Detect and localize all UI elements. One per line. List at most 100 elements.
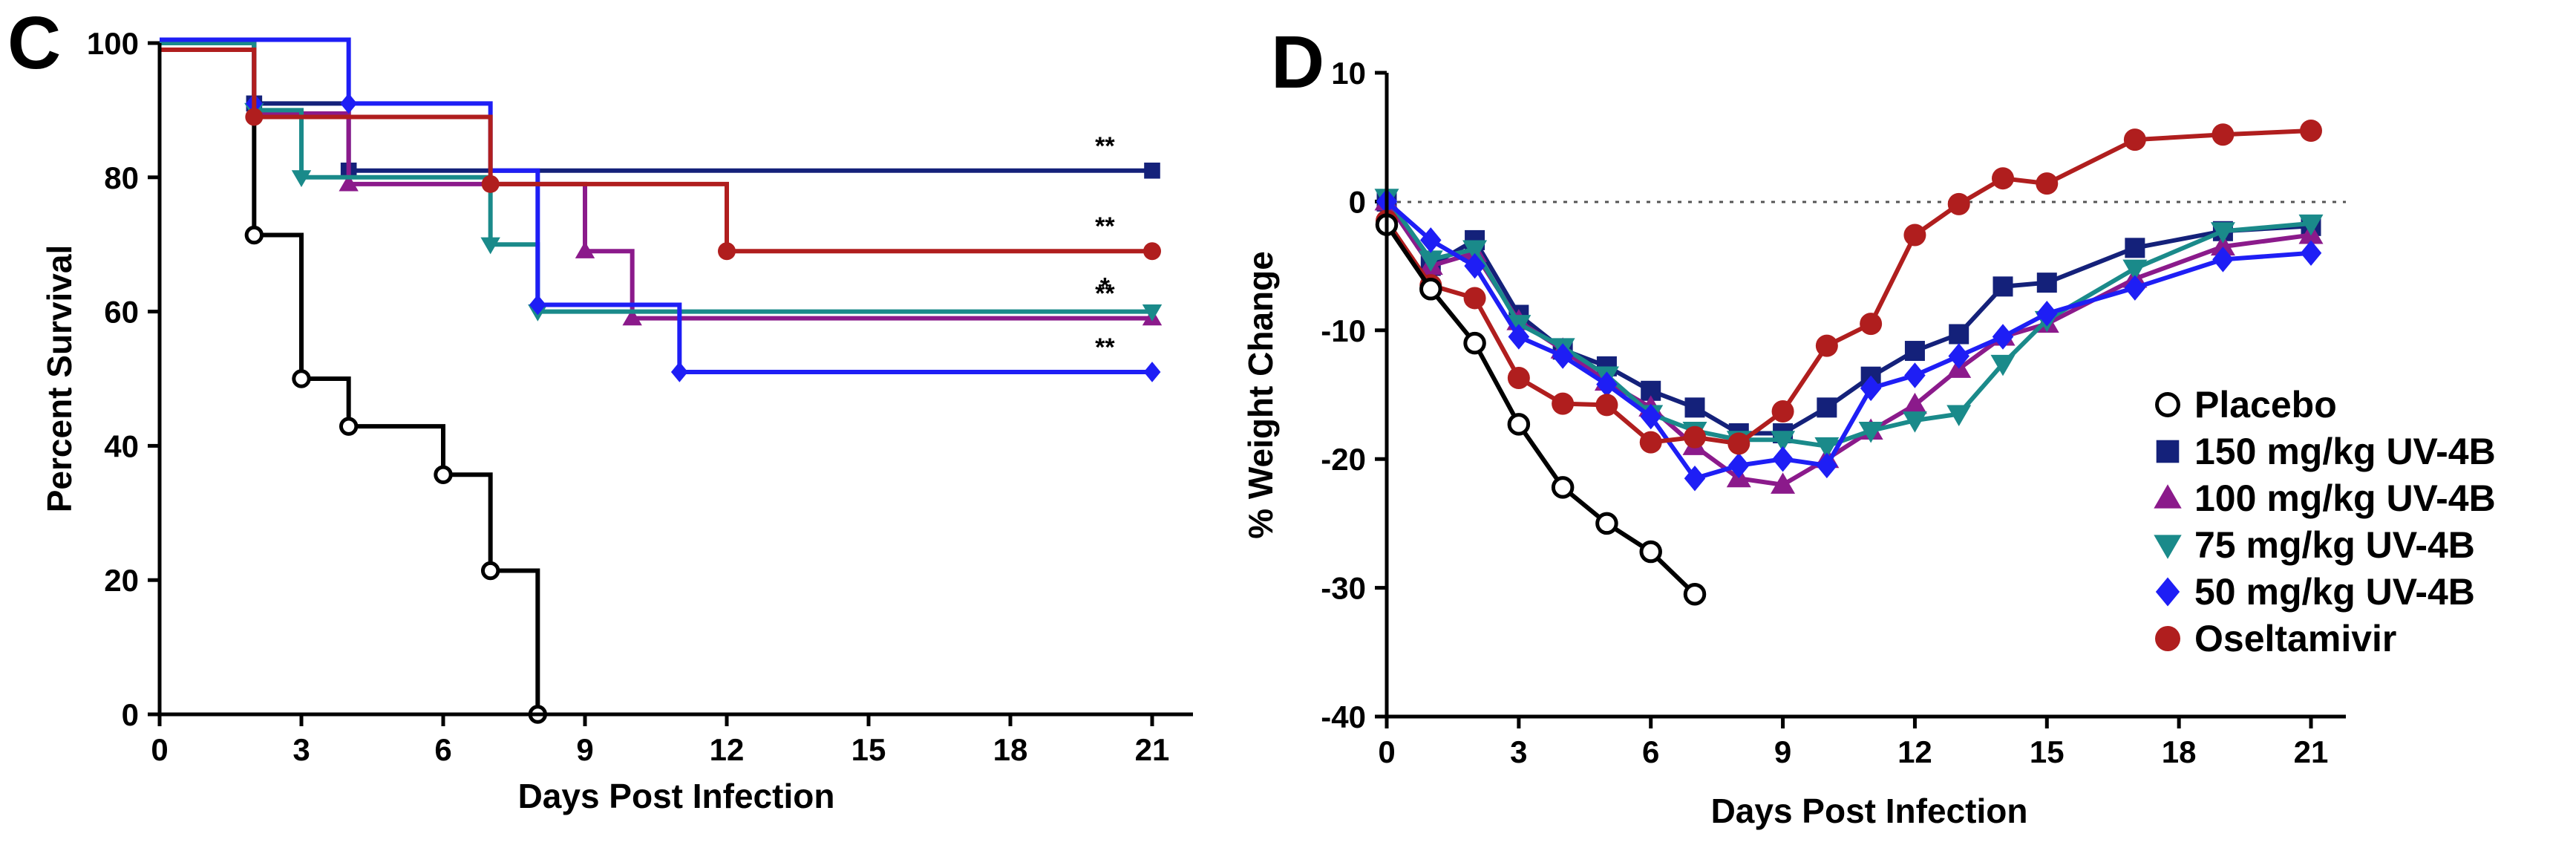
weight-point — [1595, 512, 1618, 535]
legend-label: Oseltamivir — [2194, 618, 2396, 659]
survival-x-tick-label: 0 — [151, 732, 168, 767]
panel-label-d: D — [1271, 21, 1324, 104]
survival-point — [670, 362, 688, 382]
weight-point — [2298, 214, 2324, 236]
survival-point — [292, 369, 311, 388]
survival-x-tick-label: 9 — [576, 732, 593, 767]
survival-point — [291, 170, 312, 187]
weight-point — [1772, 446, 1794, 472]
legend-label: 100 mg/kg UV-4B — [2194, 477, 2496, 519]
weight-point — [1552, 392, 1575, 415]
weight-point — [1904, 362, 1926, 388]
survival-point — [575, 241, 595, 258]
legend-item-100-mg-kg-uv-4b: 100 mg/kg UV-4B — [2154, 477, 2496, 519]
survival-y-tick-label: 40 — [104, 428, 139, 463]
legend-marker — [2155, 577, 2180, 607]
legend-item-placebo: Placebo — [2155, 384, 2337, 425]
survival-point — [1143, 362, 1161, 382]
significance-mark: ** — [1095, 132, 1115, 160]
weight-point — [1860, 375, 1882, 402]
weight-point — [2300, 240, 2322, 267]
survival-point — [245, 108, 264, 126]
survival-y-tick-label: 0 — [122, 697, 139, 732]
weight-point — [2210, 234, 2235, 256]
weight-point — [1507, 413, 1531, 436]
legend-marker — [2155, 392, 2180, 417]
weight-x-tick-label: 6 — [1642, 734, 1659, 769]
weight-point — [1683, 583, 1707, 606]
weight-point — [1728, 452, 1750, 479]
weight-y-tick-label: -30 — [1321, 571, 1366, 606]
weight-chart: D 0 3 6 9 12 15 18 21 -40 -30 -20 -10 0 10 Days Post … — [1241, 21, 2496, 830]
weight-x-tick-label: 18 — [2162, 734, 2197, 769]
weight-point — [2036, 301, 2058, 327]
weight-point — [1595, 394, 1618, 417]
weight-point — [2036, 172, 2059, 195]
weight-point — [1904, 341, 1925, 362]
legend-marker — [2155, 626, 2180, 651]
weight-point — [1771, 472, 1796, 494]
weight-point — [1948, 343, 1969, 369]
legend-marker — [2156, 440, 2180, 463]
legend-label: Placebo — [2194, 384, 2337, 425]
weight-point — [1462, 240, 1488, 262]
weight-y-tick-label: 0 — [1349, 184, 1366, 219]
survival-line — [160, 41, 1152, 321]
legend-item-150-mg-kg-uv-4b: 150 mg/kg UV-4B — [2156, 431, 2496, 472]
significance-mark: * — [1100, 273, 1111, 301]
weight-y-tick-label: -40 — [1321, 699, 1366, 734]
weight-point — [2036, 273, 2057, 293]
weight-point — [1508, 324, 1530, 350]
weight-point — [1903, 224, 1926, 247]
significance-mark: ** — [1095, 212, 1115, 241]
weight-point — [1817, 397, 1837, 418]
legend-label: 150 mg/kg UV-4B — [2194, 431, 2496, 472]
survival-series-oseltamivir: ** — [160, 48, 1161, 261]
survival-series: ********* — [160, 37, 1163, 724]
survival-point — [434, 465, 453, 484]
weight-point — [1552, 343, 1574, 369]
weight-series-50-mg-kg-uv-4b — [1376, 189, 2322, 492]
weight-point — [2125, 238, 2145, 258]
legend-label: 75 mg/kg UV-4B — [2194, 524, 2475, 566]
weight-x-tick-label: 0 — [1378, 734, 1395, 769]
survival-line — [160, 37, 1152, 374]
survival-point — [529, 294, 546, 316]
weight-point — [1860, 313, 1883, 336]
survival-point — [340, 93, 358, 114]
weight-x-tick-label: 3 — [1510, 734, 1527, 769]
weight-point — [1815, 334, 1838, 357]
survival-point — [1144, 162, 1160, 179]
weight-point — [1992, 167, 2014, 190]
weight-series — [1374, 120, 2324, 606]
weight-point — [2211, 123, 2235, 146]
weight-x-tick-label: 12 — [1897, 734, 1932, 769]
weight-point — [1684, 465, 1706, 492]
survival-point — [481, 175, 500, 193]
survival-x-tick-label: 6 — [434, 732, 451, 767]
panel-label-c: C — [7, 1, 61, 85]
survival-point — [244, 225, 264, 245]
weight-x-tick-label: 9 — [1774, 734, 1791, 769]
weight-point — [1902, 411, 1927, 433]
survival-x-tick-label: 18 — [993, 732, 1028, 767]
weight-point — [1992, 324, 2014, 350]
weight-point — [1507, 366, 1530, 389]
legend-item-75-mg-kg-uv-4b: 75 mg/kg UV-4B — [2154, 524, 2475, 566]
significance-mark: ** — [1095, 280, 1115, 308]
survival-point — [1142, 304, 1163, 322]
survival-y-tick-label: 60 — [104, 295, 139, 330]
survival-line — [160, 41, 1152, 314]
weight-point — [1990, 354, 2016, 376]
weight-point — [1419, 278, 1442, 301]
weight-y-tick-label: -20 — [1321, 442, 1366, 477]
weight-point — [1949, 324, 1969, 345]
weight-point — [2123, 128, 2146, 151]
weight-point — [2122, 259, 2148, 281]
weight-point — [1858, 422, 1883, 443]
survival-point — [480, 561, 500, 581]
survival-y-tick-label: 80 — [104, 160, 139, 195]
legend-label: 50 mg/kg UV-4B — [2194, 571, 2475, 613]
weight-point — [1639, 540, 1662, 564]
